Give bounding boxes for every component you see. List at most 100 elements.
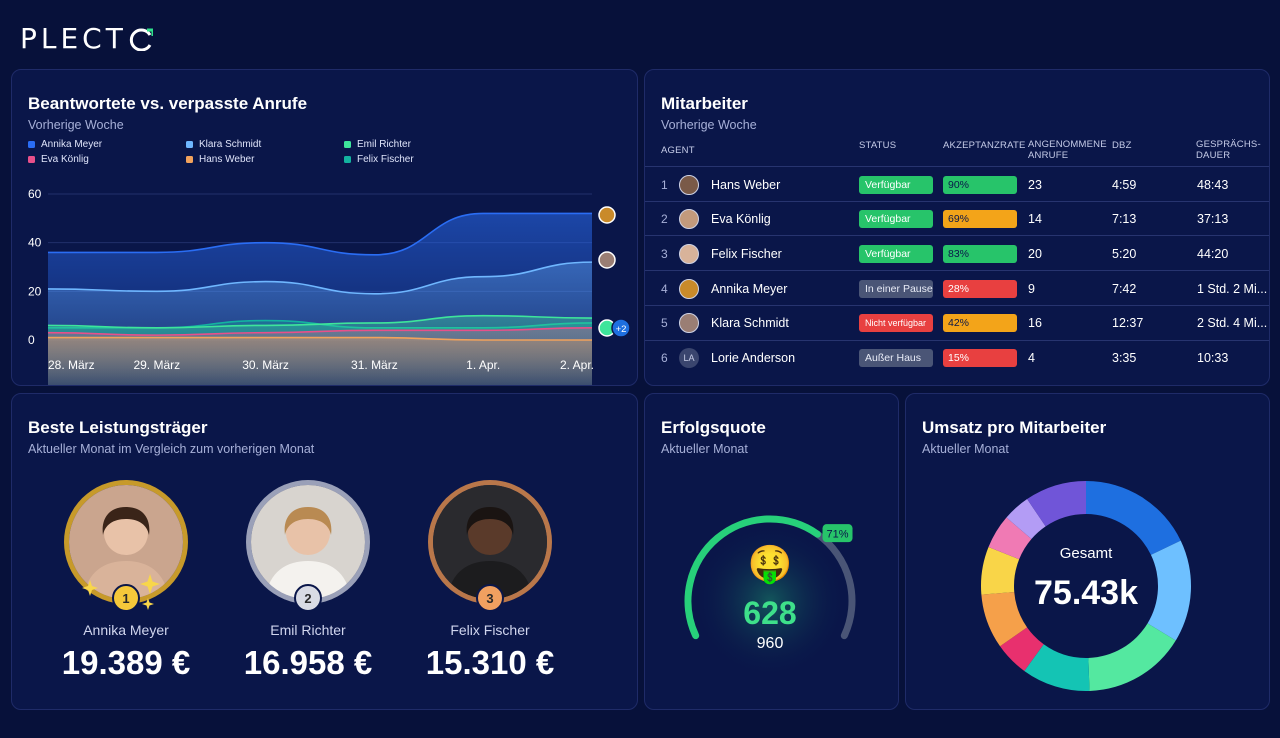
legend-swatch <box>28 156 35 163</box>
table-row[interactable]: 1 Hans Weber Verfügbar 90% 23 4:59 48:43 <box>645 166 1269 202</box>
gauge-track <box>814 530 856 640</box>
donut-slice[interactable] <box>981 591 1028 647</box>
donut-slice[interactable] <box>1027 481 1086 527</box>
donut-slice[interactable] <box>1147 540 1191 641</box>
row-avatar-wrap <box>679 236 699 271</box>
row-calls: 4 <box>1028 351 1035 365</box>
top-performers-title: Beste Leistungsträger <box>28 418 208 437</box>
legend-item[interactable]: Annika Meyer <box>28 138 186 151</box>
row-dbz: 12:37 <box>1112 316 1144 331</box>
acceptance-rate-badge: 69% <box>943 210 1017 229</box>
header-duration: GESPRÄCHS- DAUER <box>1196 139 1261 161</box>
legend-item[interactable]: Emil Richter <box>344 138 484 151</box>
header-status: STATUS <box>859 140 897 151</box>
employees-card: Mitarbeiter Vorherige Woche AGENT STATUS… <box>644 69 1270 386</box>
donut-slice[interactable] <box>1086 481 1181 555</box>
x-tick-label: 29. März <box>133 358 180 372</box>
legend-item[interactable]: Klara Schmidt <box>186 138 344 151</box>
donut-slice[interactable] <box>1006 499 1046 540</box>
logo-o-mark <box>129 28 153 51</box>
row-rate-wrap: 42% <box>943 306 1017 341</box>
donut-slice[interactable] <box>1000 627 1044 671</box>
revenue-donut-chart: Gesamt 75.43k <box>981 481 1191 691</box>
calls-chart-card: Beantwortete vs. verpasste Anrufe Vorher… <box>11 69 638 386</box>
rank-medal: 1 <box>112 584 140 612</box>
chart-legend: Annika Meyer Klara Schmidt Emil Richter Eva… <box>28 138 488 166</box>
rank-medal: 3 <box>476 584 504 612</box>
more-avatars-badge[interactable] <box>611 318 631 338</box>
performer-card[interactable]: 2 Emil Richter 16.958 € <box>238 480 378 690</box>
performer-value: 15.310 € <box>425 644 555 681</box>
legend-label: Hans Weber <box>199 154 255 165</box>
header-calls-line2: ANRUFE <box>1028 150 1069 161</box>
calls-area-chart: 0 20 40 60 28. März 29. März 30. März 31. März 1… <box>28 187 631 385</box>
donut-center-value: 75.43k <box>1034 574 1138 612</box>
success-target: 960 <box>757 635 784 652</box>
table-row[interactable]: 5 Klara Schmidt Nicht verfügbar 42% 16 1… <box>645 304 1269 341</box>
legend-item[interactable]: Eva Könlig <box>28 153 186 166</box>
performer-card[interactable]: 1 Annika Meyer 19.389 € <box>56 480 196 690</box>
row-status-wrap: Verfügbar <box>859 236 933 271</box>
donut-slice[interactable] <box>988 517 1032 560</box>
row-dbz: 4:59 <box>1112 177 1137 192</box>
series-avatar[interactable] <box>598 251 616 269</box>
legend-swatch <box>344 141 351 148</box>
row-dbz: 5:20 <box>1112 246 1137 261</box>
person-silhouette-icon <box>251 485 365 599</box>
status-badge: Verfügbar <box>859 210 933 229</box>
donut-slice[interactable] <box>1024 644 1090 691</box>
row-status-wrap: Verfügbar <box>859 167 933 202</box>
row-agent-name: Klara Schmidt <box>711 316 789 331</box>
row-calls: 14 <box>1028 212 1042 227</box>
donut-slice[interactable] <box>1088 623 1176 691</box>
x-tick-label: 30. März <box>242 358 289 372</box>
y-tick-label: 20 <box>28 284 42 298</box>
header-rate: AKZEPTANZRATE <box>943 140 1026 151</box>
donut-center-label: Gesamt <box>1060 545 1113 562</box>
row-status-wrap: Außer Haus <box>859 341 933 376</box>
series-line <box>48 212 592 256</box>
row-dbz: 7:13 <box>1112 212 1137 227</box>
performer-card[interactable]: 3 Felix Fischer 15.310 € <box>420 480 560 690</box>
gauge-percent-badge <box>822 524 853 543</box>
row-rate-wrap: 69% <box>943 202 1017 237</box>
row-rank: 6 <box>661 351 668 365</box>
series-line <box>48 336 592 341</box>
performer-name: Felix Fischer <box>450 622 530 638</box>
row-duration: 37:13 <box>1197 212 1229 227</box>
row-avatar-wrap: LA <box>679 341 699 376</box>
row-duration: 1 Std. 2 Mi... <box>1197 281 1267 296</box>
row-agent-name: Felix Fischer <box>711 246 782 261</box>
top-performers-subtitle: Aktueller Monat im Vergleich zum vorheri… <box>28 442 315 456</box>
table-row[interactable]: 3 Felix Fischer Verfügbar 83% 20 5:20 44… <box>645 235 1269 271</box>
person-silhouette-icon <box>69 485 183 599</box>
row-avatar-wrap <box>679 202 699 237</box>
row-duration: 10:33 <box>1197 351 1229 365</box>
logo-text: PLECT <box>20 22 127 55</box>
row-rank: 4 <box>661 281 668 296</box>
header-dbz: DBZ <box>1112 140 1132 151</box>
x-tick-label: 1. Apr. <box>466 358 500 372</box>
table-row[interactable]: 2 Eva Könlig Verfügbar 69% 14 7:13 37:13 <box>645 200 1269 237</box>
legend-item[interactable]: Felix Fischer <box>344 153 484 166</box>
header-calls: ANGENOMMENE ANRUFE <box>1028 139 1107 161</box>
header-duration-line1: GESPRÄCHS- <box>1196 139 1261 150</box>
success-gauge: 71% 🤑 628 960 <box>684 515 856 679</box>
top-performers-card: Beste Leistungsträger Aktueller Monat im… <box>11 393 638 710</box>
row-status-wrap: In einer Pause <box>859 271 933 306</box>
header-calls-line1: ANGENOMMENE <box>1028 139 1107 150</box>
status-badge: Verfügbar <box>859 244 933 263</box>
legend-label: Felix Fischer <box>357 154 414 165</box>
avatar <box>679 278 699 299</box>
series-avatar[interactable] <box>598 206 616 224</box>
table-row[interactable]: 6 LA Lorie Anderson Außer Haus 15% 4 3:3… <box>645 339 1269 376</box>
avatar <box>679 174 699 195</box>
performer-value: 16.958 € <box>243 644 373 681</box>
table-row[interactable]: 4 Annika Meyer In einer Pause 28% 9 7:42… <box>645 270 1269 306</box>
legend-item[interactable]: Hans Weber <box>186 153 344 166</box>
row-duration: 44:20 <box>1197 246 1229 261</box>
donut-slice[interactable] <box>981 547 1020 595</box>
legend-swatch <box>28 141 35 148</box>
performer-name: Emil Richter <box>270 622 346 638</box>
status-badge: Nicht verfügbar <box>859 314 933 333</box>
